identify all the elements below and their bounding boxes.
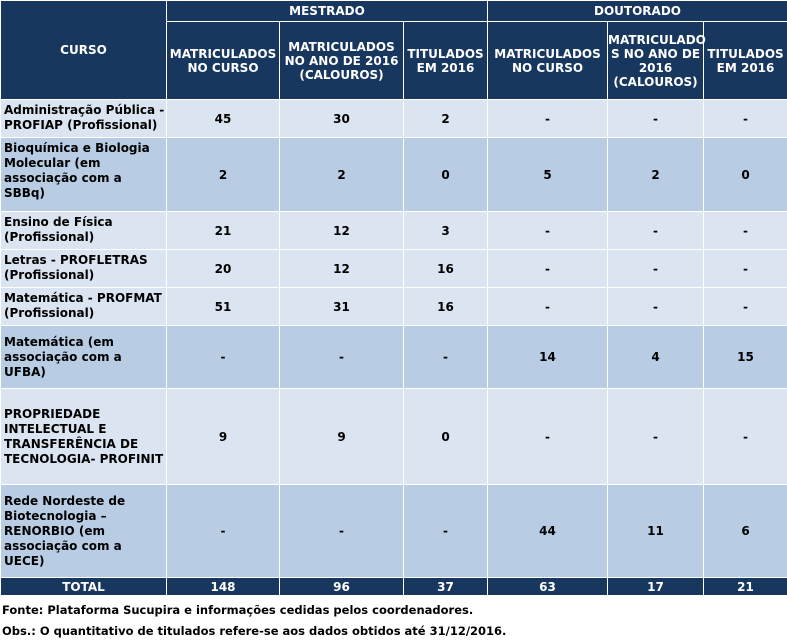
cell-value: - [487,99,609,138]
table-row: Matemática (em associação com a UFBA) - … [0,325,787,389]
cell-value: - [703,287,787,326]
total-value: 96 [279,577,404,596]
course-name: PROPRIEDADE INTELECTUAL E TRANSFERÊNCIA … [0,388,167,485]
header-curso: CURSO [0,0,167,100]
header-col: TITULADOS EM 2016 [402,21,489,100]
cell-value: - [402,484,489,578]
cell-value: 2 [402,99,489,138]
cell-value: - [703,249,787,288]
cell-value: 3 [402,211,489,250]
cell-value: 44 [487,484,609,578]
table-row: Matemática - PROFMAT (Profissional) 51 3… [0,287,787,326]
header-row-sub: MATRICULADOS NO CURSO MATRICULADOS NO AN… [1,21,787,100]
cell-value: 16 [402,287,489,326]
cell-value: - [166,325,280,389]
header-col: MATRICULADOS NO ANO DE 2016 (CALOUROS) [279,21,404,100]
table-row: Letras - PROFLETRAS (Profissional) 20 12… [0,249,787,288]
course-name: Bioquímica e Biologia Molecular (em asso… [0,137,167,212]
header-col: MATRICULADOS NO CURSO [487,21,609,100]
cell-value: - [487,211,609,250]
source-note: Fonte: Plataforma Sucupira e informações… [2,603,474,617]
cell-value: - [703,388,787,485]
header-col: MATRICULADOS NO CURSO [166,21,280,100]
total-value: 21 [703,577,787,596]
total-label: TOTAL [0,577,167,596]
table-row: Rede Nordeste de Biotecnologia – RENORBI… [0,484,787,578]
cell-value: 15 [703,325,787,389]
cell-value: - [703,99,787,138]
cell-value: - [487,287,609,326]
cell-value: 9 [279,388,404,485]
header-col: MATRICULADO S NO ANO DE 2016 (CALOUROS) [607,21,706,100]
cell-value: 6 [703,484,787,578]
cell-value: 5 [487,137,609,212]
course-name: Rede Nordeste de Biotecnologia – RENORBI… [0,484,167,578]
cell-value: - [487,249,609,288]
cell-value: - [279,484,404,578]
cell-value: - [703,211,787,250]
course-name: Matemática - PROFMAT (Profissional) [0,287,167,326]
cell-value: 4 [607,325,705,389]
total-value: 17 [607,577,705,596]
total-row: TOTAL 148 96 37 63 17 21 [0,577,787,596]
cell-value: - [607,249,705,288]
cell-value: 11 [607,484,705,578]
cell-value: - [607,388,705,485]
table-row: PROPRIEDADE INTELECTUAL E TRANSFERÊNCIA … [0,388,787,485]
header-mestrado: MESTRADO [165,0,489,22]
course-name: Letras - PROFLETRAS (Profissional) [0,249,167,288]
cell-value: 45 [166,99,280,138]
header-col: TITULADOS EM 2016 [703,21,787,100]
cell-value: 14 [487,325,609,389]
cell-value: - [607,99,705,138]
table-row: Administração Pública - PROFIAP (Profiss… [0,99,787,138]
cell-value: - [487,388,609,485]
cell-value: 2 [279,137,404,212]
cell-value: - [166,484,280,578]
cell-value: 21 [166,211,280,250]
cell-value: 9 [166,388,280,485]
cell-value: 0 [703,137,787,212]
cell-value: - [607,287,705,326]
cell-value: 12 [279,249,404,288]
course-name: Administração Pública - PROFIAP (Profiss… [0,99,167,138]
cell-value: 30 [279,99,404,138]
table-row: Bioquímica e Biologia Molecular (em asso… [0,137,787,212]
cell-value: - [607,211,705,250]
cell-value: 51 [166,287,280,326]
cell-value: 2 [607,137,705,212]
cell-value: 16 [402,249,489,288]
cell-value: 20 [166,249,280,288]
cell-value: 2 [166,137,280,212]
header-doutorado: DOUTORADO [487,0,787,22]
cell-value: 31 [279,287,404,326]
table-row: Ensino de Física (Profissional) 21 12 3 … [0,211,787,250]
total-value: 37 [402,577,489,596]
courses-table: CURSO MESTRADO DOUTORADO MATRICULADOS NO… [0,0,787,596]
cell-value: - [279,325,404,389]
total-value: 63 [487,577,609,596]
header-row-top: CURSO MESTRADO DOUTORADO [0,0,787,100]
total-value: 148 [166,577,280,596]
cell-value: 0 [402,388,489,485]
course-name: Matemática (em associação com a UFBA) [0,325,167,389]
cell-value: 0 [402,137,489,212]
observation-note: Obs.: O quantitativo de titulados refere… [2,624,507,638]
course-name: Ensino de Física (Profissional) [0,211,167,250]
cell-value: - [402,325,489,389]
cell-value: 12 [279,211,404,250]
